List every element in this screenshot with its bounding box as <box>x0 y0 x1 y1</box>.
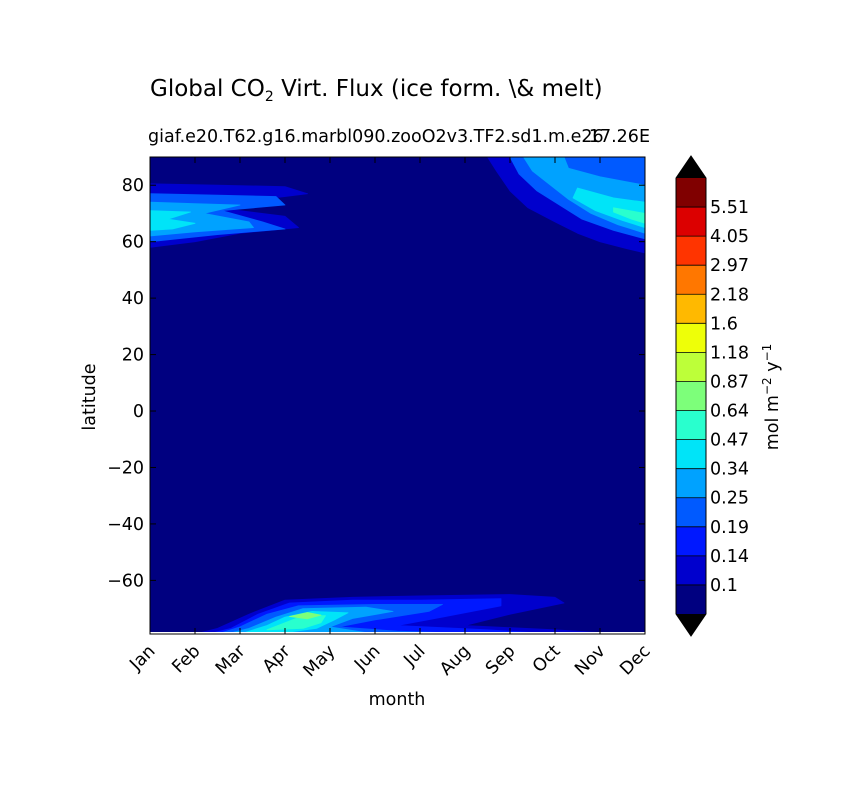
colorbar-segment-0 <box>676 584 706 614</box>
colorbar-level-label: 4.05 <box>710 227 749 247</box>
x-tick-label: Oct <box>529 641 565 677</box>
contour-region-3 <box>150 210 196 231</box>
colorbar-level-label: 1.18 <box>710 343 749 363</box>
x-tick-label: Nov <box>571 641 609 679</box>
x-tick-label: Mar <box>212 641 250 679</box>
colorbar-segment-10 <box>676 294 706 324</box>
colorbar-segment-8 <box>676 352 706 382</box>
contour-region-15 <box>289 612 322 620</box>
chart-title: Global CO2 Virt. Flux (ice form. \& melt… <box>150 76 603 105</box>
y-axis-label: latitude <box>80 363 100 430</box>
contour-fills <box>150 157 645 634</box>
colorbar-level-label: 0.87 <box>710 372 749 392</box>
x-tick-label: Jan <box>126 641 160 675</box>
colorbar-segment-14 <box>676 178 706 208</box>
chart-subtitle: giaf.e20.T62.g16.marbl090.zooO2v3.TF2.sd… <box>148 127 604 147</box>
y-tick-label: 40 <box>122 289 144 309</box>
colorbar-level-label: 2.18 <box>710 285 749 305</box>
colorbar-level-label: 0.14 <box>710 547 749 567</box>
x-tick-label: Jul <box>400 641 430 671</box>
y-tick-label: 0 <box>133 402 144 422</box>
colorbar-level-label: 5.51 <box>710 198 749 218</box>
colorbar-segment-2 <box>676 526 706 556</box>
plot-area <box>150 157 645 634</box>
y-tick-label: −40 <box>107 515 144 535</box>
colorbar: 0.1 0.14 0.19 0.25 0.34 0.47 0.64 0.87 1.18 1.6 2.… <box>675 155 783 637</box>
colorbar-level-label: 0.47 <box>710 431 749 451</box>
plot-bottom-edge <box>150 632 645 634</box>
colorbar-segment-9 <box>676 323 706 353</box>
chart-subtitle-right: 17.26E <box>588 127 650 147</box>
contour-region-14 <box>266 615 326 631</box>
contour-region-8 <box>613 207 645 224</box>
colorbar-segment-12 <box>676 236 706 266</box>
x-tick-label: Apr <box>259 641 295 677</box>
colorbar-level-label: 0.1 <box>710 576 738 596</box>
x-tick-label: Dec <box>616 641 654 679</box>
colorbar-level-label: 0.25 <box>710 489 749 509</box>
colorbar-under-arrow <box>676 614 706 636</box>
colorbar-segment-5 <box>676 439 706 469</box>
x-tick-label: Feb <box>168 641 204 677</box>
x-axis-label: month <box>369 690 426 710</box>
x-tick-label: Sep <box>482 641 519 678</box>
y-tick-label: 60 <box>122 233 144 253</box>
colorbar-label: mol m−2 y−1 <box>760 344 783 451</box>
colorbar-segment-4 <box>676 468 706 498</box>
colorbar-segment-11 <box>676 265 706 295</box>
colorbar-segment-3 <box>676 497 706 527</box>
colorbar-segment-7 <box>676 381 706 411</box>
colorbar-over-arrow <box>676 156 706 178</box>
plot-frame <box>149 156 646 635</box>
colorbar-level-label: 0.64 <box>710 402 749 422</box>
colorbar-segment-6 <box>676 410 706 440</box>
colorbar-segment-13 <box>676 207 706 237</box>
y-tick-label: −20 <box>107 458 144 478</box>
x-tick-label: May <box>300 641 340 681</box>
colorbar-level-label: 0.34 <box>710 460 749 480</box>
y-tick-label: −60 <box>107 571 144 591</box>
y-tick-label: 80 <box>122 176 144 196</box>
colorbar-level-label: 0.19 <box>710 518 749 538</box>
x-tick-label: Jun <box>350 641 384 675</box>
colorbar-level-label: 1.6 <box>710 314 738 334</box>
colorbar-segment-1 <box>676 555 706 585</box>
colorbar-level-label: 2.97 <box>710 256 749 276</box>
plot-background <box>150 157 645 634</box>
y-tick-label: 20 <box>122 346 144 366</box>
x-tick-label: Aug <box>436 641 474 679</box>
colorbar-outline <box>675 155 707 637</box>
